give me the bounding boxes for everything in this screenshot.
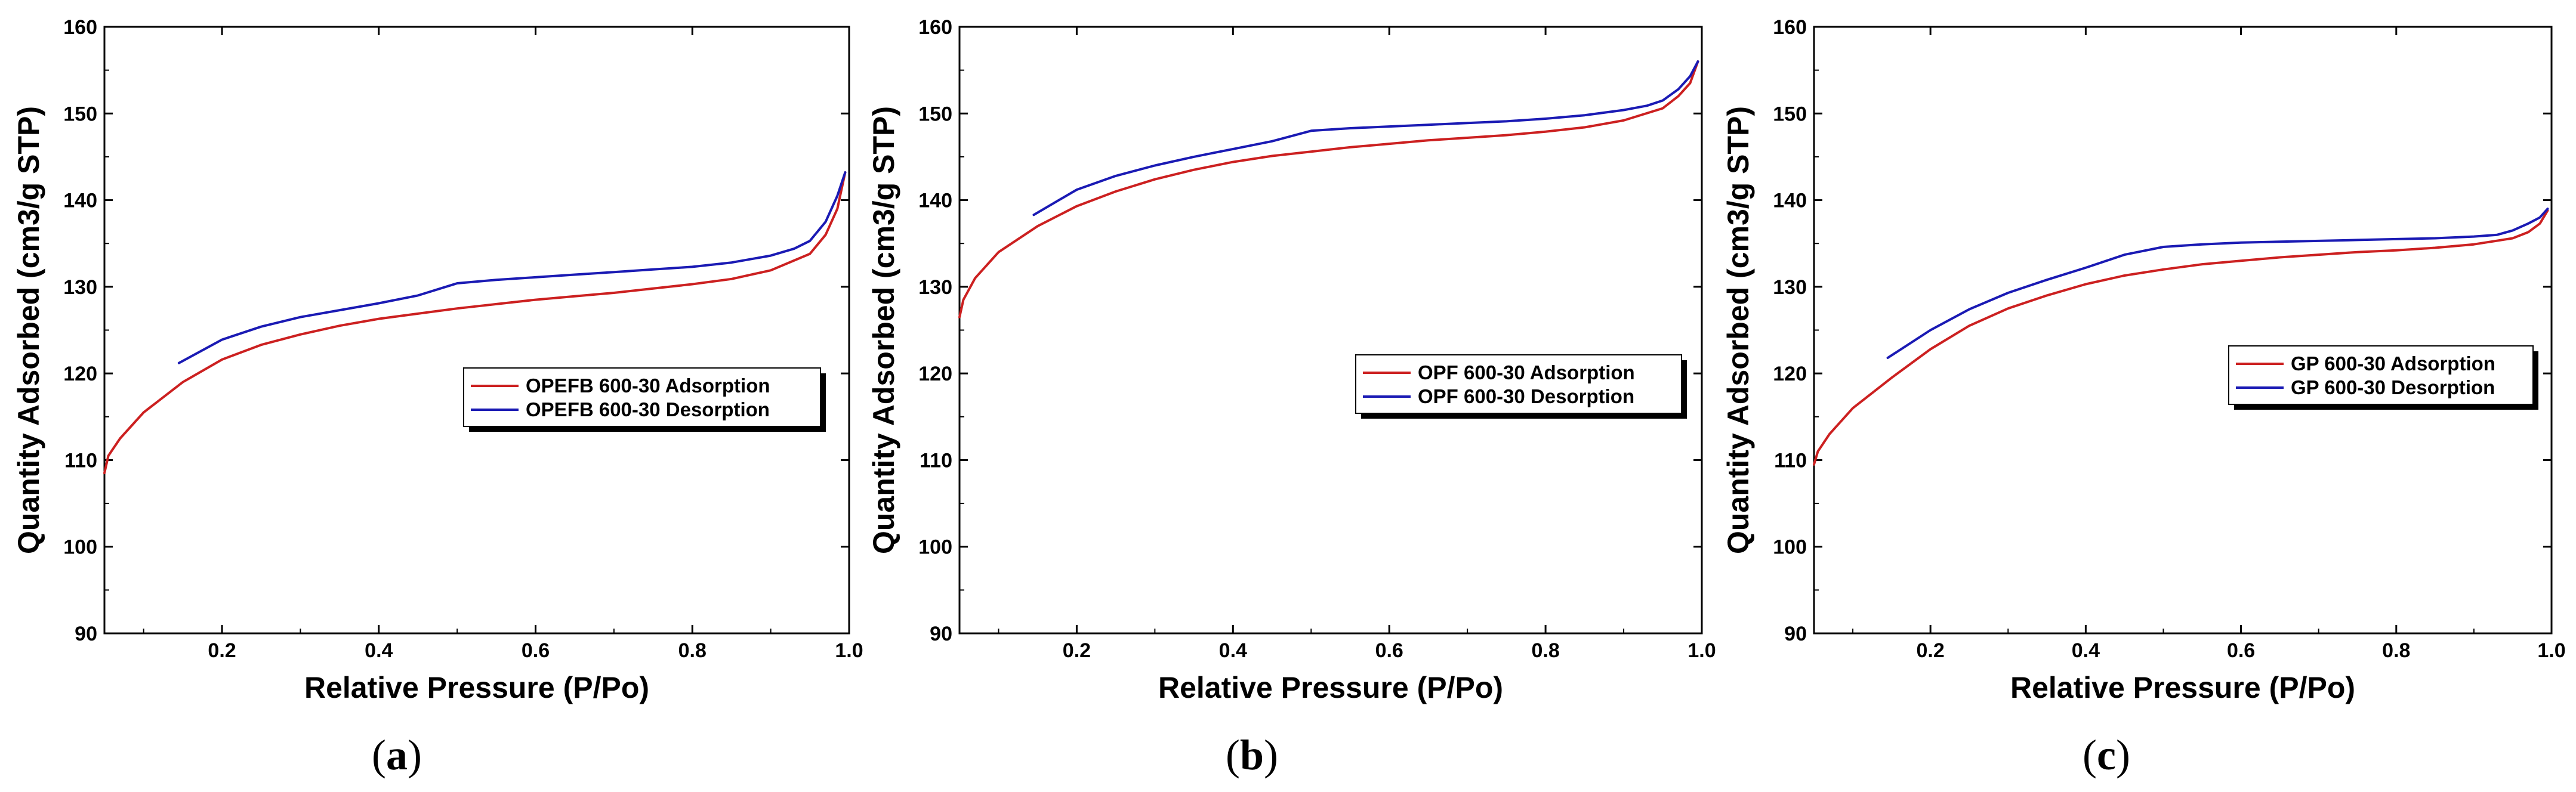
panel-c-y-tick-label: 140	[1773, 190, 1807, 212]
panel-b-y-tick-label: 100	[918, 536, 952, 559]
panel-c-x-tick-label: 0.4	[2072, 639, 2100, 662]
panel-c-y-tick-label: 100	[1773, 536, 1807, 559]
panel-a-caption: (a)	[372, 731, 422, 779]
panel-b-x-tick-label: 1.0	[1687, 639, 1716, 662]
panel-b-y-tick-label: 110	[920, 449, 952, 472]
panel-b-series-desorption-line	[1032, 60, 1699, 216]
panel-a-x-tick-label: 0.4	[365, 639, 393, 662]
panel-b-x-axis-title: Relative Pressure (P/Po)	[1158, 671, 1503, 704]
panel-c-series-adsorption-line	[1813, 209, 2549, 466]
panel-c-legend-label-desorption: GP 600-30 Desorption	[2291, 376, 2495, 398]
panel-c-x-tick-label: 0.6	[2227, 639, 2255, 662]
panel-a-y-tick-label: 90	[75, 623, 97, 645]
panel-a-legend-label-desorption: OPEFB 600-30 Desorption	[526, 398, 770, 420]
panel-a-y-tick-label: 110	[64, 449, 97, 472]
panel-c-legend-box	[2228, 345, 2534, 405]
panel-c-caption-letter: c	[2097, 731, 2116, 779]
panel-a-y-axis-title: Quantity Adsorbed (cm3/g STP)	[12, 106, 45, 554]
panel-a-x-tick-label: 0.8	[678, 639, 707, 662]
panel-c-y-tick-label: 110	[1774, 449, 1807, 472]
panel-a-x-tick-label: 0.6	[522, 639, 550, 662]
panel-b-y-tick-label: 130	[918, 276, 952, 299]
panel-a-y-tick-label: 160	[63, 16, 97, 39]
panel-b-caption: (b)	[1226, 731, 1278, 779]
panel-c-x-tick-label: 0.2	[1917, 639, 1945, 662]
panel-a-y-tick-label: 140	[63, 190, 97, 212]
panel-a-series-desorption-line	[177, 171, 847, 364]
panel-a-x-axis-title: Relative Pressure (P/Po)	[304, 671, 649, 704]
panel-a-caption-letter: a	[386, 731, 408, 779]
panel-b-x-tick-label: 0.4	[1219, 639, 1247, 662]
panel-a-plot-frame	[103, 26, 850, 635]
panel-a-series-adsorption-line	[103, 171, 847, 475]
panel-b-x-tick-label: 0.2	[1063, 639, 1091, 662]
panel-a-y-tick-label: 150	[63, 103, 97, 125]
panel-b-caption-letter: b	[1240, 731, 1264, 779]
panel-b-plot-frame	[958, 26, 1703, 635]
panel-b-legend-label-adsorption: OPF 600-30 Adsorption	[1418, 361, 1635, 383]
panel-b-x-tick-label: 0.6	[1375, 639, 1403, 662]
panel-c-x-tick-label: 0.8	[2382, 639, 2410, 662]
panel-a-legend-box	[463, 367, 821, 427]
panel-b-y-tick-label: 90	[930, 623, 952, 645]
panel-b-legend-label-desorption: OPF 600-30 Desorption	[1418, 385, 1634, 407]
panel-c-x-axis-title: Relative Pressure (P/Po)	[2010, 671, 2355, 704]
panel-c-y-tick-label: 90	[1784, 623, 1807, 645]
panel-b-y-axis-title: Quantity Adsorbed (cm3/g STP)	[867, 106, 900, 554]
panel-b-x-tick-label: 0.8	[1531, 639, 1559, 662]
panel-c-plot-frame	[1813, 26, 2553, 635]
panel-c-series-desorption-line	[1886, 208, 2549, 359]
panel-c-y-tick-label: 120	[1773, 363, 1807, 385]
panel-b-y-tick-label: 150	[918, 103, 952, 125]
panel-a-y-tick-label: 100	[63, 536, 97, 559]
panel-b-legend-box	[1355, 354, 1682, 414]
panel-a-x-tick-label: 0.2	[208, 639, 236, 662]
panel-a-x-tick-label: 1.0	[835, 639, 863, 662]
panel-a-y-tick-label: 130	[63, 276, 97, 299]
panel-c-y-tick-label: 160	[1773, 16, 1807, 39]
panel-c-y-axis-title: Quantity Adsorbed (cm3/g STP)	[1722, 106, 1755, 554]
panel-c-y-tick-label: 150	[1773, 103, 1807, 125]
panel-a-legend-label-adsorption: OPEFB 600-30 Adsorption	[526, 375, 770, 397]
panel-a-y-tick-label: 120	[63, 363, 97, 385]
panel-b-y-tick-label: 160	[918, 16, 952, 39]
panel-c-y-tick-label: 130	[1773, 276, 1807, 299]
panel-b-y-tick-label: 140	[918, 190, 952, 212]
panel-c-legend-label-adsorption: GP 600-30 Adsorption	[2291, 352, 2495, 375]
panel-b-series-adsorption-line	[958, 60, 1699, 318]
panel-b-y-tick-label: 120	[918, 363, 952, 385]
panel-c-caption: (c)	[2083, 731, 2130, 779]
panel-c-x-tick-label: 1.0	[2537, 639, 2565, 662]
